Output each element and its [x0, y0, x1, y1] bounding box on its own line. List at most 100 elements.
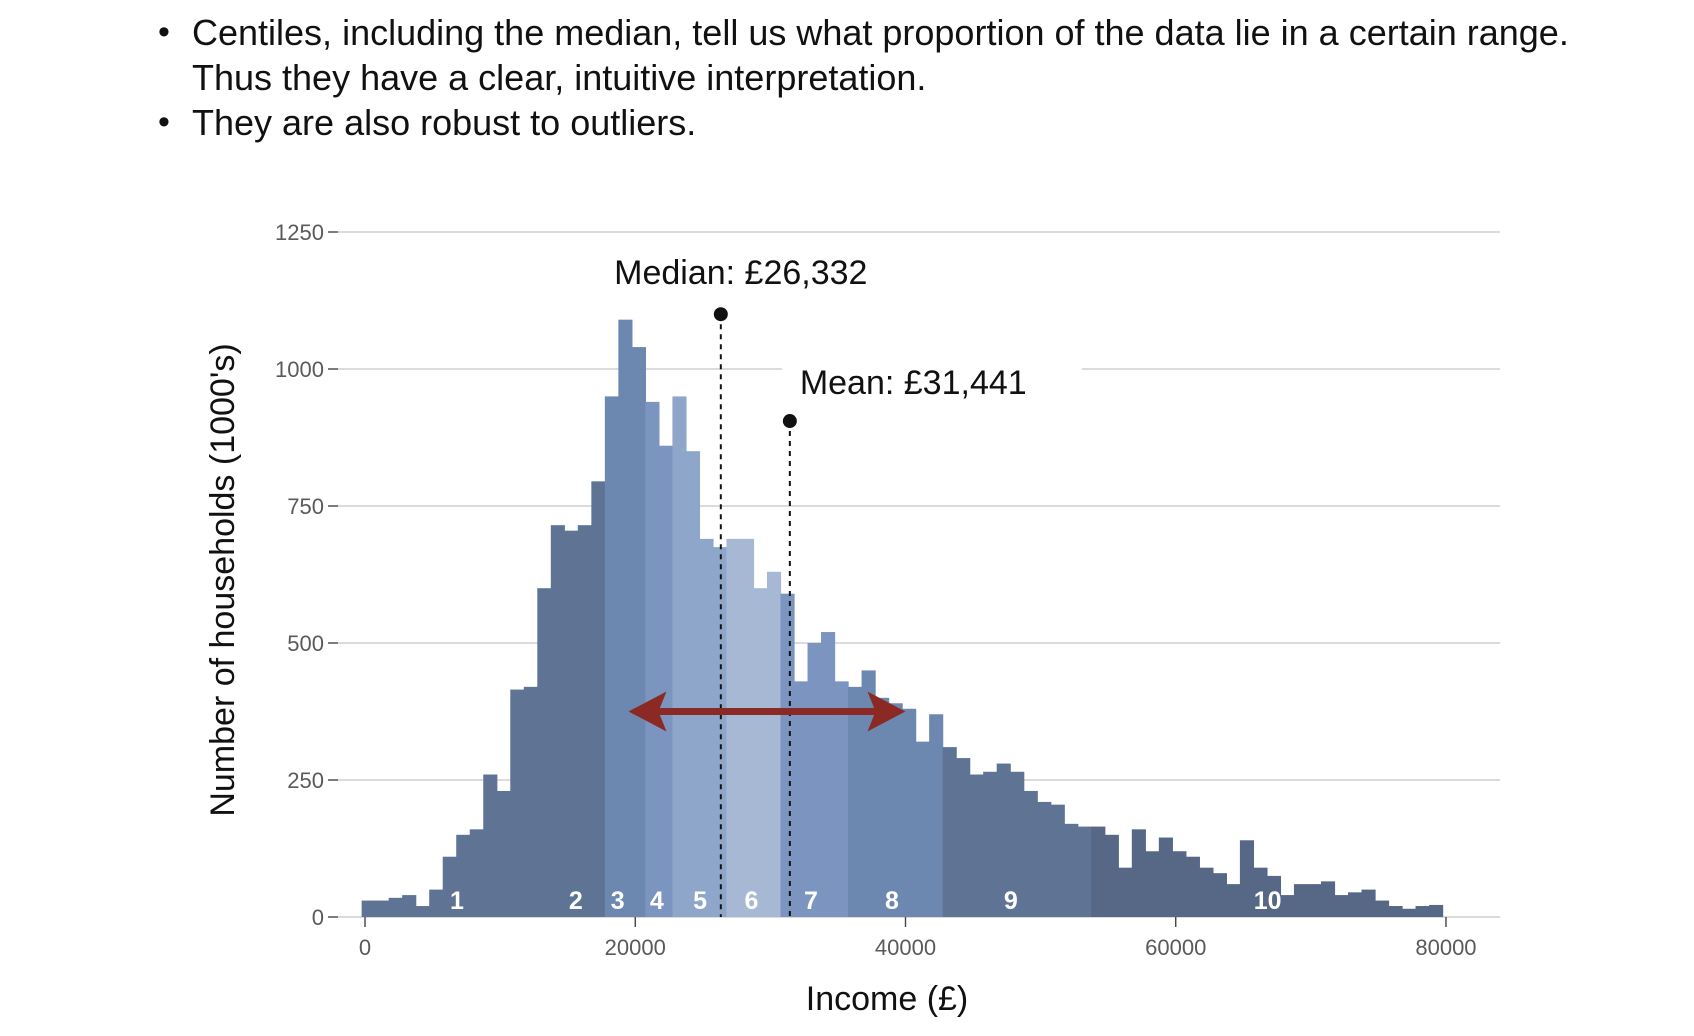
histogram-bar [361, 900, 376, 917]
histogram-bar [591, 481, 606, 917]
histogram-bar [1375, 900, 1390, 917]
histogram-bar [483, 774, 498, 917]
histogram-bar [604, 396, 619, 917]
histogram-bar [645, 401, 660, 917]
histogram-bar [1253, 867, 1268, 917]
histogram-bar [969, 774, 984, 917]
histogram-bar [1185, 856, 1200, 917]
histogram-bar [1347, 892, 1363, 917]
histogram-bar [699, 538, 714, 917]
histogram-bar [442, 856, 457, 917]
histogram-bar [780, 593, 795, 917]
x-tick-label: 40000 [875, 935, 936, 960]
y-axis-title: Number of households (1000's) [204, 343, 242, 816]
histogram-bar [537, 588, 552, 917]
decile-label: 2 [569, 887, 583, 915]
histogram-bar [1388, 906, 1403, 917]
histogram-bar [726, 538, 741, 917]
histogram-bar [1091, 826, 1106, 917]
histogram-bar [1415, 906, 1430, 917]
bullet-dot: • [158, 103, 170, 141]
bullet-dot: • [158, 13, 170, 51]
median-label: Median: £26,332 [614, 254, 867, 292]
histogram-bar [915, 741, 930, 917]
histogram-bar [375, 900, 390, 917]
histogram-bar [753, 588, 768, 917]
histogram-bar [1010, 771, 1025, 917]
histogram-bar [510, 689, 525, 917]
y-tick-label: 1250 [275, 220, 324, 245]
histogram-bar [1429, 904, 1444, 917]
histogram-bar [1226, 884, 1241, 917]
histogram-bar [496, 790, 511, 917]
annotation-dot [782, 414, 797, 429]
histogram-bar [1266, 875, 1282, 917]
histogram-bar [1145, 851, 1160, 917]
histogram-bar [739, 538, 755, 917]
histogram-bar [1212, 873, 1227, 917]
histogram-bar [983, 771, 998, 917]
histogram-bar [672, 396, 687, 917]
x-tick-label: 0 [359, 935, 371, 960]
histogram-bar [1334, 895, 1349, 917]
decile-label: 9 [1004, 887, 1018, 915]
histogram-bar [861, 670, 876, 917]
histogram-bar [469, 829, 484, 917]
x-axis-title: Income (£) [806, 980, 969, 1018]
spread-arrow [628, 691, 906, 732]
bullet-item-1: • Centiles, including the median, tell us… [150, 10, 1590, 100]
histogram-bar [821, 632, 836, 917]
histogram-bar [1104, 834, 1119, 917]
histogram-bar [996, 763, 1011, 917]
histogram-bar [1199, 867, 1214, 917]
x-axis: 0 20000 40000 60000 80000 [359, 917, 1477, 960]
annotation-dot [713, 307, 728, 322]
histogram-bar [848, 686, 863, 917]
y-tick-label: 500 [287, 631, 324, 656]
annotation-label-bg [781, 354, 1082, 409]
bullet-text-1: Centiles, including the median, tell us … [192, 12, 1569, 98]
decile-label: 5 [693, 887, 707, 915]
y-tick-label: 0 [312, 905, 324, 930]
decile-label: 4 [650, 887, 664, 915]
histogram-bar [456, 834, 471, 917]
y-tick-label: 1000 [275, 357, 324, 382]
histogram-bar [1239, 840, 1255, 917]
bullet-list: • Centiles, including the median, tell us… [150, 10, 1590, 145]
histogram-bar [1064, 823, 1079, 917]
bullet-item-2: • They are also robust to outliers. [150, 100, 1590, 145]
histogram-bar [834, 681, 849, 917]
y-axis: 0 250 500 750 1000 1250 [275, 220, 338, 930]
histogram-bar [685, 451, 701, 917]
histogram-bar [1280, 895, 1295, 917]
histogram-bar [388, 897, 403, 917]
histogram-bar [631, 347, 646, 918]
y-tick-label: 750 [287, 494, 324, 519]
arrow-head-left [628, 691, 667, 732]
histogram-bar [888, 703, 903, 917]
histogram-bar [1361, 889, 1376, 917]
bullet-text-2: They are also robust to outliers. [192, 102, 697, 143]
decile-label: 1 [450, 887, 464, 915]
decile-label: 8 [885, 887, 899, 915]
x-tick-label: 20000 [605, 935, 666, 960]
histogram-bar [1118, 867, 1133, 917]
histogram-bar [902, 708, 917, 917]
histogram-bar [658, 445, 674, 917]
histogram-bar [1131, 829, 1146, 917]
histogram-bar [766, 571, 782, 917]
histogram-bar [807, 643, 822, 917]
histogram-bar [550, 525, 565, 917]
histogram-bar [402, 895, 417, 917]
decile-label: 3 [611, 887, 625, 915]
histogram-bar [1307, 884, 1322, 917]
histogram-bar [712, 547, 728, 917]
decile-label: 10 [1254, 887, 1282, 915]
histogram-bar [523, 686, 538, 917]
histogram-bar [1023, 790, 1038, 917]
histogram-bar [618, 319, 633, 917]
arrow-head-right [867, 691, 906, 732]
histogram-bar [942, 747, 957, 917]
histogram-bar [415, 906, 430, 917]
